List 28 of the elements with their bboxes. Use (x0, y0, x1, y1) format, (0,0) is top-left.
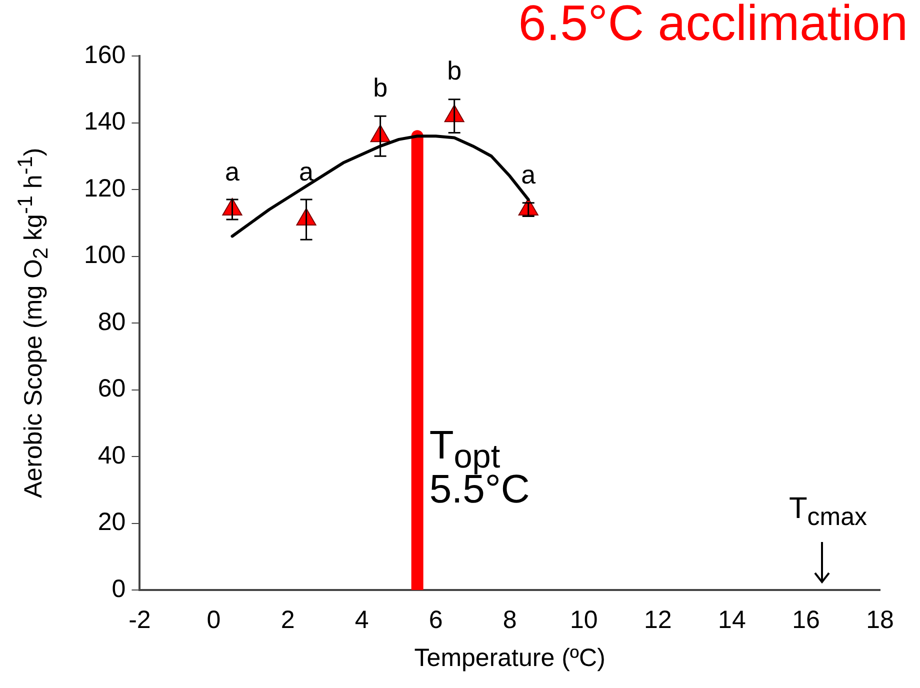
y-tick-label: 120 (84, 174, 126, 202)
x-tick-label: 2 (280, 606, 295, 634)
y-tick-label: 20 (98, 508, 126, 536)
annotation: a (299, 156, 314, 187)
y-tick-label: 140 (84, 108, 126, 136)
x-tick-label: 18 (866, 606, 894, 634)
y-tick-label: 40 (98, 441, 126, 470)
annotation: b (373, 72, 388, 104)
annotation: a (521, 159, 536, 190)
x-axis-title: Temperature (ºC) (414, 644, 606, 672)
x-tick-label: 10 (570, 606, 598, 634)
x-tick-label: -2 (128, 606, 151, 634)
x-tick-label: 14 (718, 606, 746, 634)
annotation: T$_{cmax}$ (788, 492, 868, 532)
x-tick-label: 16 (792, 606, 820, 634)
annotation: a (225, 156, 240, 187)
x-tick-label: 4 (354, 606, 369, 634)
y-tick-label: 100 (84, 241, 126, 270)
x-tick-label: 8 (502, 606, 517, 634)
chart-title: 6.5°C acclimation (518, 0, 908, 52)
x-tick-label: 12 (644, 606, 672, 634)
y-tick-label: 160 (84, 40, 126, 69)
y-tick-label: 60 (98, 374, 126, 403)
annotation: b (447, 56, 462, 87)
y-tick-label: 80 (98, 308, 126, 336)
y-tick-label: 0 (112, 574, 126, 603)
x-tick-label: 0 (206, 606, 221, 634)
x-tick-label: 6 (428, 606, 443, 634)
